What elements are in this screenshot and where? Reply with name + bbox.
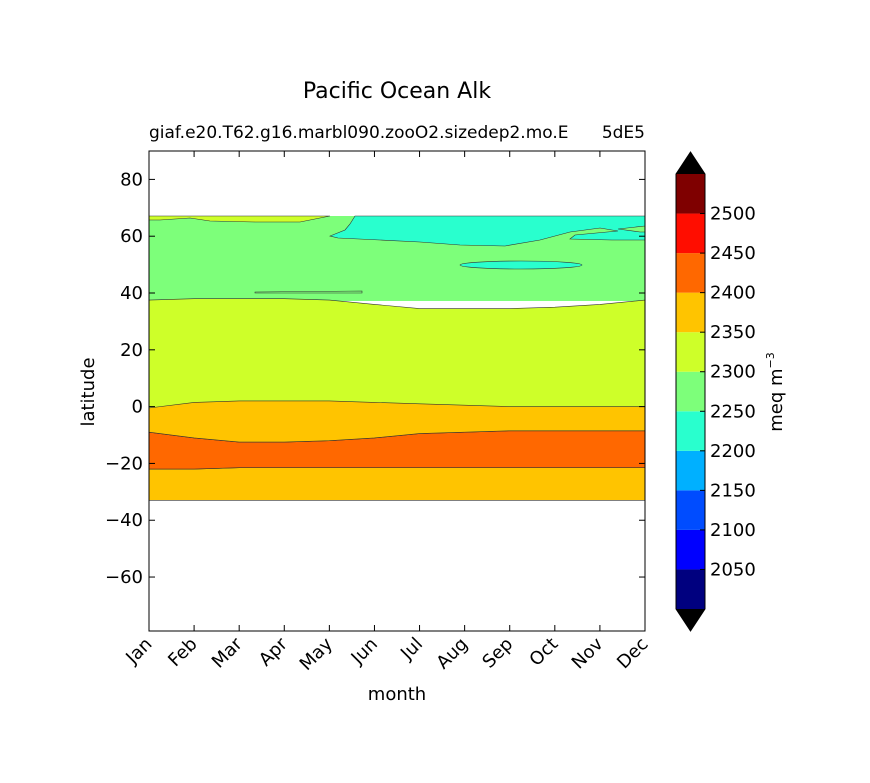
x-tick-label: Aug (432, 634, 472, 674)
band-layers (149, 298, 645, 501)
colorbar-tick-label: 2400 (710, 283, 756, 304)
colorbar-swatch (676, 292, 705, 333)
band-2200-2250-northeast (329, 215, 645, 247)
plot-area (149, 151, 645, 631)
y-tick-label: 20 (120, 340, 143, 361)
colorbar-tick-label: 2200 (710, 441, 756, 462)
colorbar-tick-label: 2300 (710, 362, 756, 383)
x-tick-label: Sep (478, 634, 517, 673)
x-tick-label: Dec (613, 634, 652, 673)
colorbar-label-text: meq m (766, 368, 787, 431)
colorbar-tick-label: 2050 (710, 559, 756, 580)
x-tick-label: Jan (121, 634, 156, 669)
colorbar-label-exponent: −3 (764, 352, 777, 368)
colorbar-tick-label: 2100 (710, 520, 756, 541)
colorbar-swatch (676, 529, 705, 570)
colorbar-tick-label: 2500 (710, 204, 756, 225)
band-2200-2250-island (459, 260, 583, 270)
y-tick-label: 80 (120, 169, 143, 190)
colorbar-tick-label: 2350 (710, 322, 756, 343)
y-tick-label: −20 (105, 453, 143, 474)
y-tick-label: −60 (105, 567, 143, 588)
chart-subtitle-right: 5dE5 (602, 123, 645, 143)
y-tick-label: 40 (120, 283, 143, 304)
colorbar-swatch (676, 450, 705, 491)
x-tick-label: Jul (396, 634, 427, 665)
colorbar-swatch (676, 371, 705, 412)
colorbar-extend-high (676, 152, 705, 174)
colorbar-swatch (676, 332, 705, 372)
x-tick-label: Nov (568, 633, 608, 673)
x-axis-label: month (368, 684, 426, 705)
y-tick-label: 0 (132, 397, 143, 418)
colorbar-tick-label: 2150 (710, 480, 756, 501)
x-tick-label: Jun (347, 634, 382, 669)
y-axis-label: latitude (78, 357, 99, 426)
colorbar-swatch (676, 411, 705, 451)
x-tick-label: Feb (164, 634, 201, 671)
y-axis: 80 60 40 20 0 −20 −40 −60 (105, 169, 645, 588)
colorbar-tick-label: 2450 (710, 243, 756, 264)
colorbar-outline (675, 151, 706, 632)
x-tick-label: Apr (255, 633, 292, 670)
colorbar-swatch (676, 490, 705, 530)
colorbar-swatch (676, 569, 705, 609)
colorbar-swatch (676, 213, 705, 254)
colorbar-label: meq m−3 (764, 352, 787, 432)
x-tick-label: Mar (208, 633, 247, 672)
x-tick-label: May (296, 633, 337, 674)
y-tick-label: −40 (105, 510, 143, 531)
axes-frame (148, 150, 646, 632)
band-2250-2300-sliver (254, 290, 363, 294)
colorbar-extend-low (676, 609, 705, 631)
band-2300-2350-northwest-strip (149, 215, 331, 223)
contour-band-south-2350-2400 (149, 467, 645, 501)
chart-subtitle-left: giaf.e20.T62.g16.marbl090.zooO2.sizedep2… (149, 123, 569, 143)
colorbar: 2050 2100 2150 2200 2250 2300 2350 2400 2450 2500 (675, 151, 756, 632)
colorbar-tick-label: 2250 (710, 401, 756, 422)
chart-title: Pacific Ocean Alk (303, 79, 491, 104)
y-tick-label: 60 (120, 226, 143, 247)
colorbar-swatch (676, 253, 705, 293)
contour-band-north-2300-2350 (149, 298, 645, 409)
x-tick-label: Oct (525, 634, 562, 671)
colorbar-swatch (676, 174, 705, 214)
